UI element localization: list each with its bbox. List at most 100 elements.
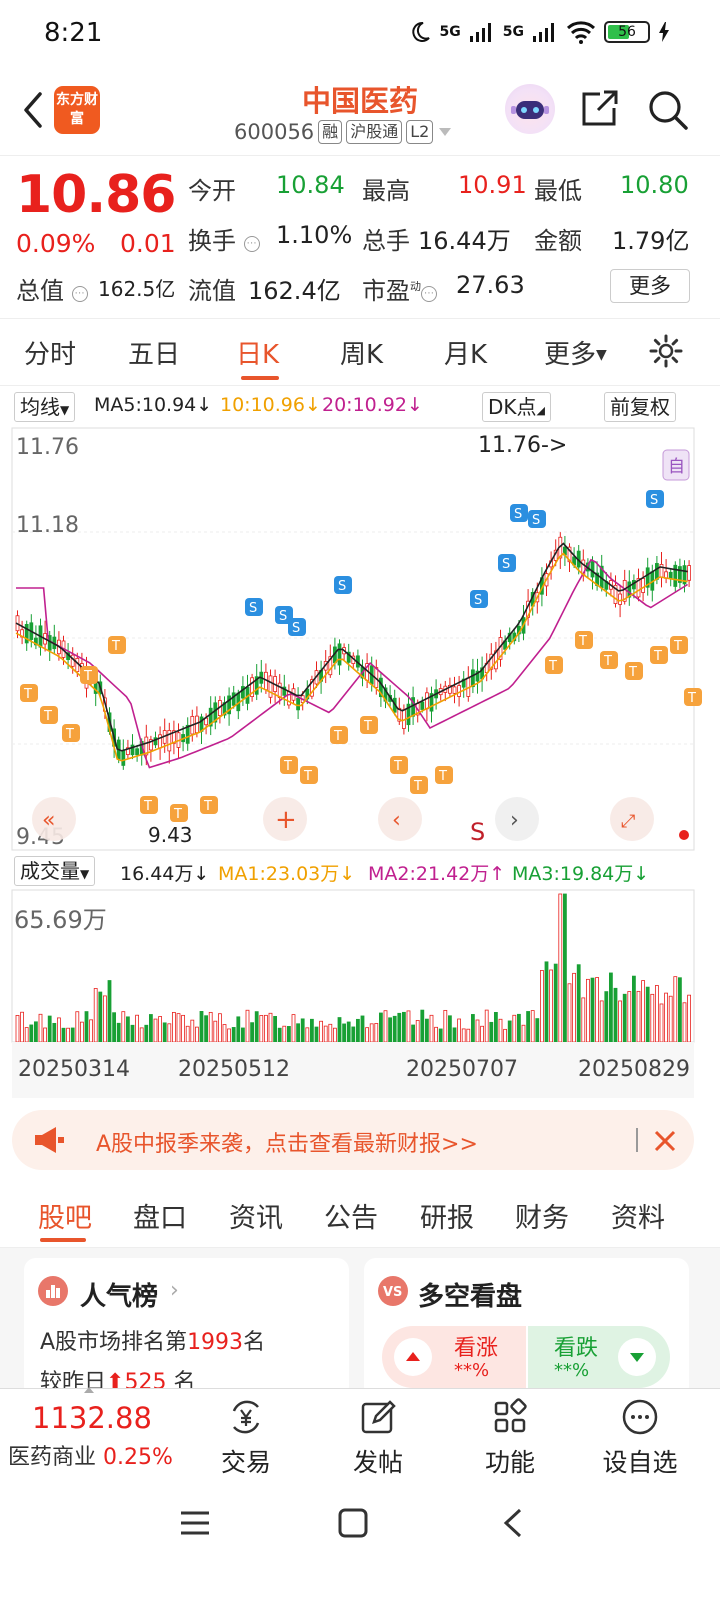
candle-body: [673, 564, 678, 587]
scroll-left-fast-button[interactable]: [32, 797, 76, 841]
candle-body: [24, 624, 29, 644]
volume-bar: [544, 961, 549, 1043]
scroll-left-button[interactable]: [378, 797, 422, 841]
kline-chart[interactable]: 11.76 11.18 9.45 TTTTTTTTTTTTTTTTTTTTTTS…: [0, 426, 720, 854]
svg-text:VS: VS: [383, 1285, 402, 1300]
search-icon[interactable]: [646, 88, 690, 132]
volume-bar: [107, 980, 112, 1043]
tab-daily-k[interactable]: 日K: [236, 340, 280, 370]
volume-bar: [590, 977, 595, 1043]
volume-bar: [176, 1013, 181, 1043]
post-button[interactable]: 发帖: [328, 1397, 428, 1479]
back-nav-icon[interactable]: [498, 1506, 528, 1540]
settings-gear-icon[interactable]: [648, 333, 684, 369]
more-button[interactable]: 更多: [610, 269, 690, 303]
volume-bar: [240, 1027, 245, 1043]
popularity-card[interactable]: 人气榜 › A股市场排名第1993名 较昨日⬆525 名: [24, 1258, 349, 1398]
tab-monthly-k[interactable]: 月K: [444, 340, 488, 370]
tab-five-day[interactable]: 五日: [128, 340, 181, 370]
index-name-line[interactable]: 医药商业 0.25%: [8, 1445, 173, 1470]
candle-body: [231, 692, 236, 706]
volume-bar: [622, 993, 627, 1043]
scroll-right-button[interactable]: [495, 797, 539, 841]
candle-body: [457, 685, 462, 697]
sell-marker: [510, 504, 528, 522]
tab-research[interactable]: 研报: [420, 1203, 474, 1234]
date-label: 20250707: [406, 1057, 518, 1082]
expand-caret-icon[interactable]: [84, 1387, 94, 1393]
tab-announcements[interactable]: 公告: [324, 1203, 378, 1234]
megaphone-icon: [35, 1127, 64, 1153]
tab-weekly-k[interactable]: 周K: [340, 340, 384, 370]
adjust-selector[interactable]: 前复权: [604, 392, 676, 422]
volume-bar: [153, 1018, 158, 1043]
menu-icon[interactable]: [178, 1508, 212, 1538]
open-value: 10.84: [276, 171, 345, 199]
dropdown-icon[interactable]: [437, 126, 453, 138]
volume-bar: [116, 1022, 121, 1043]
candle-body: [254, 676, 259, 695]
volume-bar: [259, 1015, 264, 1043]
tab-profile[interactable]: 资料: [611, 1203, 665, 1234]
trade-button[interactable]: 交易: [196, 1397, 296, 1479]
volume-bar: [678, 977, 682, 1043]
tab-news[interactable]: 资讯: [229, 1203, 283, 1234]
volume-selector[interactable]: 成交量▼: [14, 856, 96, 886]
back-button[interactable]: [14, 90, 54, 130]
volume-chart[interactable]: 65.69万 20250314 20250512 20250707 202508…: [0, 888, 720, 1104]
sell-marker-label: S: [338, 579, 346, 594]
auto-badge[interactable]: [662, 449, 690, 481]
bearish-button[interactable]: 看跌 **%: [528, 1326, 670, 1388]
tab-financials[interactable]: 财务: [515, 1203, 569, 1234]
candle-body: [687, 565, 691, 581]
plus-icon: +: [275, 805, 297, 835]
date-label: 20250829: [578, 1057, 690, 1082]
volume-bar: [213, 1020, 218, 1043]
candle-body: [567, 546, 572, 563]
ai-assistant-icon[interactable]: [505, 84, 555, 134]
trade-marker-label: T: [203, 799, 212, 814]
volume-bar: [300, 1018, 305, 1043]
expand-icon: ⤢: [621, 811, 636, 832]
bullish-button[interactable]: 看涨 **%: [382, 1326, 526, 1388]
sell-marker-label: S: [249, 601, 257, 616]
index-value[interactable]: 1132.88: [32, 1401, 152, 1435]
status-time: 8:21: [44, 18, 103, 48]
volume-value: 16.44万: [418, 227, 511, 255]
dk-point-selector[interactable]: DK点◢: [482, 392, 551, 422]
volume-bar: [586, 978, 590, 1043]
volume-bar: [167, 1023, 172, 1043]
candle-body: [208, 707, 213, 727]
sell-marker: [470, 590, 488, 608]
volume-bar: [204, 1015, 209, 1043]
yen-exchange-icon: [232, 1400, 260, 1434]
tab-intraday[interactable]: 分时: [24, 340, 77, 370]
functions-button[interactable]: 功能: [460, 1397, 560, 1479]
trade-marker: [80, 666, 98, 684]
volume-bar: [613, 987, 618, 1043]
zoom-in-button[interactable]: [263, 797, 307, 841]
trade-marker-label: T: [111, 639, 120, 654]
trade-marker-label: T: [173, 807, 182, 822]
tab-more[interactable]: 更多▼: [544, 340, 607, 370]
sell-marker: [245, 598, 263, 616]
ma-selector[interactable]: 均线▼: [14, 392, 76, 422]
sell-marker: [498, 554, 516, 572]
home-icon[interactable]: [336, 1506, 370, 1540]
close-icon[interactable]: [648, 1124, 682, 1158]
vol-ma1: MA1:23.03万↓: [218, 863, 356, 885]
trade-marker: [545, 656, 563, 674]
earnings-banner[interactable]: A股中报季来袭，点击查看最新财报>>: [12, 1110, 694, 1170]
volume-marks: [15, 893, 691, 1043]
volume-bar: [549, 969, 553, 1043]
candle-body: [397, 707, 402, 722]
status-icons: 5G 5G 56: [408, 20, 670, 44]
volume-bar: [20, 1011, 25, 1043]
share-icon[interactable]: [580, 88, 620, 128]
tab-order-book[interactable]: 盘口: [133, 1203, 187, 1234]
add-watchlist-button[interactable]: 设自选: [590, 1397, 690, 1479]
vol-ma2: MA2:21.42万↑: [368, 863, 506, 885]
fullscreen-button[interactable]: [610, 797, 654, 841]
volume-bar: [434, 1026, 439, 1043]
tab-forum[interactable]: 股吧: [38, 1203, 92, 1234]
